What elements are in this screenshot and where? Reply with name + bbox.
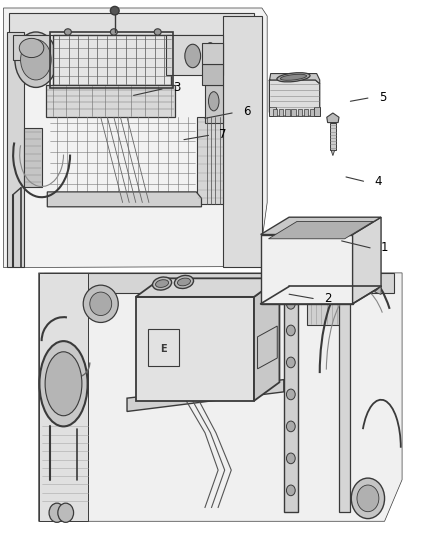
Polygon shape <box>127 379 284 411</box>
Ellipse shape <box>286 453 295 464</box>
Text: 4: 4 <box>374 175 382 188</box>
Polygon shape <box>13 35 50 60</box>
Ellipse shape <box>185 44 201 68</box>
Polygon shape <box>285 109 290 116</box>
Ellipse shape <box>357 485 379 512</box>
Ellipse shape <box>351 478 385 519</box>
Ellipse shape <box>286 389 295 400</box>
Polygon shape <box>202 64 223 85</box>
Ellipse shape <box>21 39 51 80</box>
Ellipse shape <box>286 357 295 368</box>
Polygon shape <box>4 8 267 268</box>
Polygon shape <box>47 192 201 207</box>
Polygon shape <box>268 240 345 298</box>
Polygon shape <box>46 85 175 117</box>
Ellipse shape <box>286 325 295 336</box>
Polygon shape <box>254 288 298 304</box>
Polygon shape <box>136 297 254 401</box>
Ellipse shape <box>19 38 44 58</box>
Ellipse shape <box>286 298 295 309</box>
Polygon shape <box>269 80 320 116</box>
Polygon shape <box>269 74 320 84</box>
Ellipse shape <box>286 485 295 496</box>
Polygon shape <box>284 288 298 512</box>
Polygon shape <box>254 278 279 401</box>
Ellipse shape <box>83 285 118 322</box>
Polygon shape <box>339 288 350 512</box>
Ellipse shape <box>177 278 191 286</box>
Ellipse shape <box>110 29 117 35</box>
Polygon shape <box>197 117 223 204</box>
Polygon shape <box>304 109 308 116</box>
Ellipse shape <box>110 6 119 15</box>
Polygon shape <box>273 109 277 116</box>
Polygon shape <box>7 32 24 266</box>
Ellipse shape <box>58 503 74 522</box>
Polygon shape <box>24 128 42 187</box>
Text: 2: 2 <box>324 292 332 305</box>
Ellipse shape <box>277 72 310 82</box>
Text: 7: 7 <box>219 128 226 141</box>
Polygon shape <box>9 13 254 35</box>
Ellipse shape <box>154 29 161 35</box>
Text: 3: 3 <box>173 82 180 94</box>
Polygon shape <box>291 109 296 116</box>
Polygon shape <box>374 287 381 294</box>
Polygon shape <box>202 43 223 64</box>
Text: 1: 1 <box>381 241 389 254</box>
Ellipse shape <box>205 43 215 59</box>
Polygon shape <box>268 222 373 239</box>
Polygon shape <box>269 107 276 116</box>
Ellipse shape <box>90 292 112 316</box>
Ellipse shape <box>49 503 65 522</box>
Ellipse shape <box>174 276 194 288</box>
Polygon shape <box>279 109 283 116</box>
Polygon shape <box>327 113 339 123</box>
Polygon shape <box>53 35 171 85</box>
Text: E: E <box>160 344 167 353</box>
Polygon shape <box>223 16 262 266</box>
Polygon shape <box>39 273 88 521</box>
Ellipse shape <box>208 92 219 111</box>
Polygon shape <box>261 217 381 235</box>
Polygon shape <box>39 273 402 521</box>
Polygon shape <box>331 150 335 156</box>
Ellipse shape <box>39 341 88 426</box>
Ellipse shape <box>286 421 295 432</box>
Polygon shape <box>298 109 302 116</box>
Ellipse shape <box>155 280 169 287</box>
Polygon shape <box>310 109 314 116</box>
Polygon shape <box>353 217 381 304</box>
Polygon shape <box>307 288 342 325</box>
Ellipse shape <box>45 352 82 416</box>
Ellipse shape <box>152 277 172 290</box>
Ellipse shape <box>64 29 71 35</box>
Polygon shape <box>44 273 394 293</box>
Polygon shape <box>205 85 223 123</box>
Text: 5: 5 <box>379 91 386 103</box>
Ellipse shape <box>15 32 57 87</box>
Polygon shape <box>330 123 336 150</box>
Text: 6: 6 <box>243 106 251 118</box>
Polygon shape <box>261 235 353 304</box>
Ellipse shape <box>280 74 307 80</box>
Polygon shape <box>314 107 320 116</box>
Polygon shape <box>166 35 223 75</box>
Polygon shape <box>136 278 279 297</box>
